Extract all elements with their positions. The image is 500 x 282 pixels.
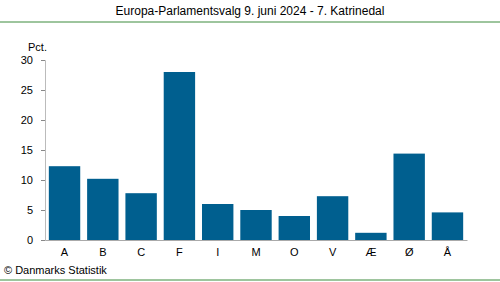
y-tick-mark xyxy=(41,60,45,61)
x-tick-label: Ø xyxy=(405,246,414,258)
y-tick-label: 20 xyxy=(21,114,33,126)
x-tick: O xyxy=(290,240,299,258)
x-axis-line xyxy=(46,240,468,241)
y-axis-line xyxy=(41,61,46,241)
x-tick-label: V xyxy=(329,246,337,258)
x-tick: A xyxy=(61,240,69,258)
x-tick: Æ xyxy=(365,240,376,258)
y-tick-mark xyxy=(41,150,45,151)
y-tick: 5 xyxy=(27,204,45,216)
y-tick-mark xyxy=(41,180,45,181)
x-tick-label: F xyxy=(176,246,183,258)
bottom-rule xyxy=(0,280,500,281)
y-tick-label: 10 xyxy=(21,174,33,186)
bar xyxy=(164,72,195,240)
y-tick-mark xyxy=(41,210,45,211)
chart: Europa-Parlamentsvalg 9. juni 2024 - 7. … xyxy=(0,0,500,282)
x-tick: I xyxy=(216,240,219,258)
x-tick-label: C xyxy=(137,246,145,258)
y-tick: 15 xyxy=(21,144,45,156)
source: © Danmarks Statistik xyxy=(4,264,107,276)
y-tick-label: 25 xyxy=(21,84,33,96)
y-tick-label: 30 xyxy=(21,54,33,66)
x-tick-label: O xyxy=(290,246,299,258)
y-tick-mark xyxy=(41,120,45,121)
y-tick: 20 xyxy=(21,114,45,126)
bar xyxy=(125,193,156,240)
bar xyxy=(317,196,348,240)
bar xyxy=(355,233,386,240)
y-tick-label: 0 xyxy=(27,234,33,246)
x-tick: Ø xyxy=(405,240,414,258)
bar xyxy=(240,210,271,240)
x-tick-label: M xyxy=(251,246,260,258)
title: Europa-Parlamentsvalg 9. juni 2024 - 7. … xyxy=(116,4,385,18)
x-tick: B xyxy=(99,240,106,258)
y-tick: 25 xyxy=(21,84,45,96)
plot: 0 5 10 15 20 25 30 A B C F I M O V Æ Ø Å xyxy=(21,54,468,258)
x-tick-label: I xyxy=(216,246,219,258)
y-tick-mark xyxy=(41,90,45,91)
x-tick: C xyxy=(137,240,145,258)
y-tick-label: 5 xyxy=(27,204,33,216)
bar xyxy=(393,154,424,240)
x-tick: V xyxy=(329,240,337,258)
x-tick-label: A xyxy=(61,246,69,258)
bars xyxy=(49,72,463,240)
bar xyxy=(202,204,233,240)
y-axis: 0 5 10 15 20 25 30 xyxy=(21,54,46,246)
y-tick-label: 15 xyxy=(21,144,33,156)
bar xyxy=(279,216,310,240)
bar xyxy=(87,179,118,240)
x-tick: Å xyxy=(444,240,452,258)
x-tick-label: Æ xyxy=(365,246,376,258)
y-tick: 0 xyxy=(27,234,45,246)
y-tick: 30 xyxy=(21,54,45,66)
y-tick: 10 xyxy=(21,174,45,186)
top-rule xyxy=(0,22,500,23)
y-axis-label: Pct. xyxy=(28,41,47,53)
x-tick: F xyxy=(176,240,183,258)
x-tick-label: Å xyxy=(444,246,452,258)
y-tick-mark xyxy=(41,240,45,241)
x-tick-label: B xyxy=(99,246,106,258)
x-axis: ABCFIMOVÆØÅ xyxy=(46,240,468,258)
x-tick: M xyxy=(251,240,260,258)
bar xyxy=(432,212,463,240)
bar xyxy=(49,166,80,240)
